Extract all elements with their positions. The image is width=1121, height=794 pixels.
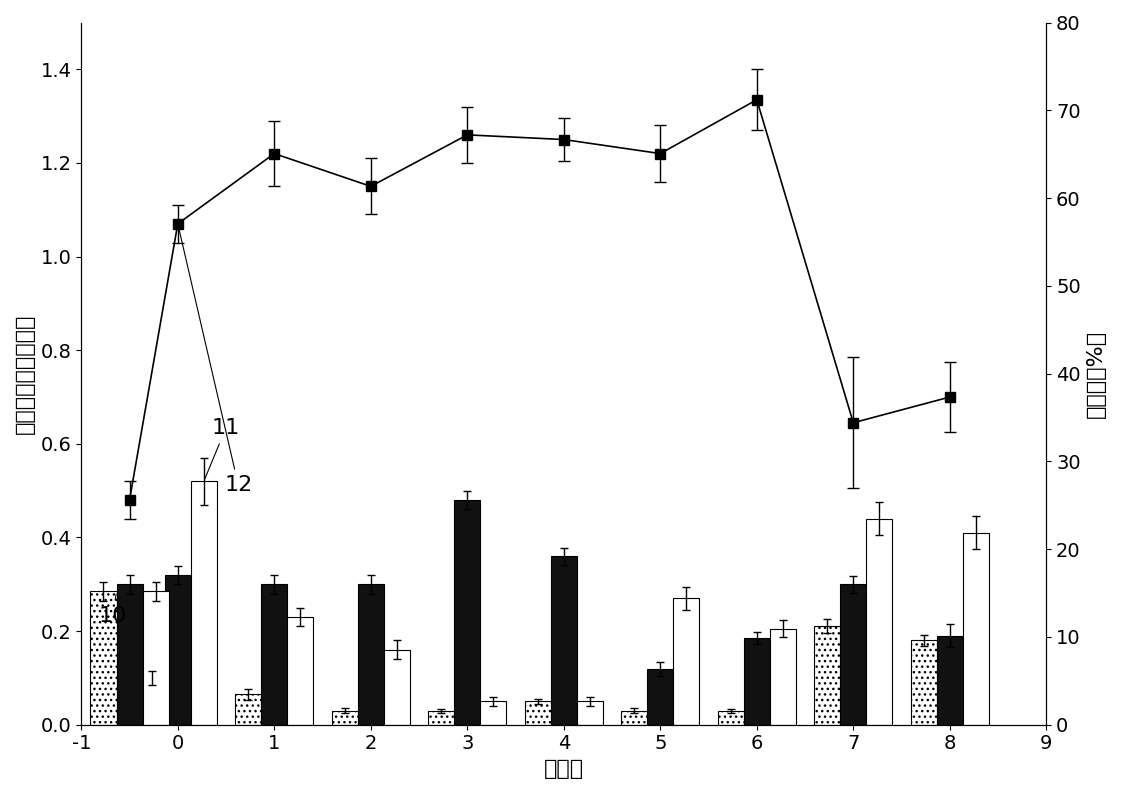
- Bar: [673, 599, 700, 725]
- Bar: [525, 701, 550, 725]
- Bar: [383, 649, 410, 725]
- Bar: [117, 584, 142, 725]
- Y-axis label: 浓度（克分子／升）: 浓度（克分子／升）: [15, 314, 35, 434]
- Text: 11: 11: [205, 418, 240, 479]
- Bar: [139, 678, 165, 725]
- X-axis label: 诱导剂: 诱导剂: [544, 759, 584, 779]
- Bar: [963, 533, 989, 725]
- Bar: [358, 584, 383, 725]
- Bar: [550, 556, 576, 725]
- Bar: [814, 626, 840, 725]
- Bar: [428, 711, 454, 725]
- Bar: [191, 481, 216, 725]
- Bar: [480, 701, 507, 725]
- Y-axis label: 降解率（%）: 降解率（%）: [1086, 330, 1106, 418]
- Bar: [717, 711, 743, 725]
- Bar: [332, 711, 358, 725]
- Bar: [576, 701, 603, 725]
- Bar: [142, 592, 168, 725]
- Bar: [287, 617, 313, 725]
- Bar: [647, 669, 673, 725]
- Bar: [910, 641, 936, 725]
- Bar: [261, 584, 287, 725]
- Bar: [936, 636, 963, 725]
- Bar: [621, 711, 647, 725]
- Text: 10: 10: [99, 594, 127, 626]
- Bar: [165, 575, 191, 725]
- Bar: [840, 584, 867, 725]
- Bar: [235, 694, 261, 725]
- Bar: [770, 629, 796, 725]
- Bar: [454, 500, 480, 725]
- Text: 12: 12: [178, 226, 252, 495]
- Bar: [743, 638, 770, 725]
- Bar: [91, 592, 117, 725]
- Bar: [867, 518, 892, 725]
